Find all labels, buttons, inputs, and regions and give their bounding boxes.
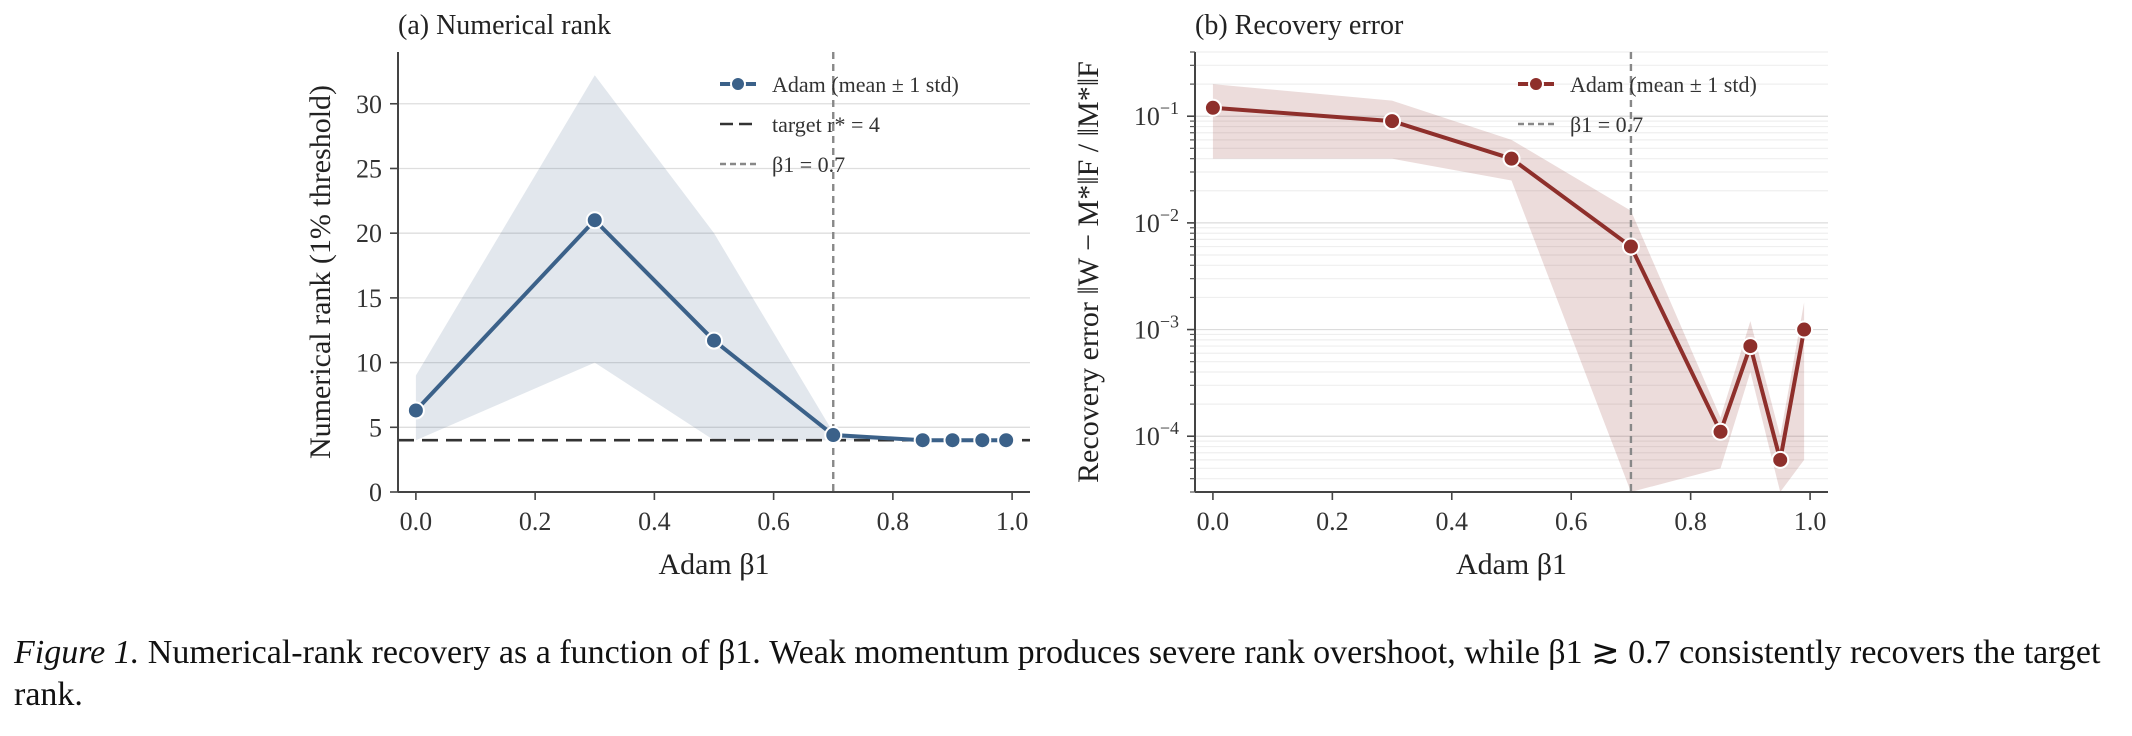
x-tick-label: 0.8 (877, 507, 910, 536)
data-point (943, 431, 962, 450)
y-axis-label: Numerical rank (1% threshold) (304, 85, 337, 459)
y-tick-label: 10 (356, 349, 382, 378)
series-band (415, 75, 1007, 441)
data-point (585, 211, 604, 230)
x-tick-label: 0.6 (757, 507, 790, 536)
x-axis-label: Adam β1 (1456, 548, 1567, 581)
data-point (1711, 422, 1730, 441)
y-tick-label: 15 (356, 284, 382, 313)
series-band (1212, 84, 1805, 492)
data-point (1203, 98, 1222, 117)
data-point (1621, 237, 1640, 256)
data-point (973, 431, 992, 450)
series-line (1212, 105, 1807, 462)
chart-panel-b (1187, 51, 1828, 500)
data-point (997, 431, 1016, 450)
x-tick-label: 0.6 (1555, 507, 1588, 536)
chart-title: (b) Recovery error (1195, 10, 1404, 41)
data-point (1383, 112, 1402, 131)
data-point (824, 426, 843, 445)
legend-label: Adam (mean ± 1 std) (1570, 72, 1757, 97)
chart-title: (a) Numerical rank (398, 10, 611, 41)
x-tick-label: 1.0 (1794, 507, 1827, 536)
x-tick-label: 0.4 (638, 507, 671, 536)
data-point (1771, 450, 1790, 469)
data-point (406, 401, 425, 420)
chart-panel-a (390, 52, 1030, 500)
x-tick-label: 0.2 (519, 507, 552, 536)
x-tick-label: 0.0 (400, 507, 433, 536)
y-tick-label: 5 (369, 413, 382, 442)
y-tick-label: 30 (356, 90, 382, 119)
y-tick-label: 20 (356, 219, 382, 248)
figure-caption: Figure 1. Numerical-rank recovery as a f… (14, 632, 2114, 716)
caption-text: Numerical-rank recovery as a function of… (14, 634, 2101, 713)
data-point (913, 431, 932, 450)
y-tick-label: 10−4 (1134, 418, 1179, 451)
y-tick-label: 10−1 (1134, 98, 1179, 131)
data-point (705, 331, 723, 350)
y-tick-label: 0 (369, 478, 382, 507)
data-point (1795, 320, 1814, 339)
data-point (1502, 149, 1521, 168)
legend-label: Adam (mean ± 1 std) (772, 72, 959, 97)
x-tick-label: 0.8 (1674, 507, 1707, 536)
caption-label: Figure 1. (14, 634, 140, 671)
x-tick-label: 1.0 (996, 507, 1029, 536)
legend-label: β1 = 0.7 (772, 152, 845, 177)
y-tick-label: 10−3 (1134, 312, 1179, 345)
data-point (1741, 337, 1760, 356)
legend-swatch-marker (1528, 76, 1544, 92)
legend-label: β1 = 0.7 (1570, 112, 1643, 137)
figure-canvas: 0.0 0.2 0.4 0.6 0.8 1.0 0 5 10 15 20 25 30 (a) Numeri… (304, 10, 1828, 581)
x-tick-label: 0.0 (1197, 507, 1230, 536)
x-tick-label: 0.4 (1436, 507, 1469, 536)
x-tick-label: 0.2 (1316, 507, 1349, 536)
x-axis-label: Adam β1 (658, 548, 769, 581)
legend-label: target r* = 4 (772, 112, 880, 137)
y-tick-label: 25 (356, 154, 382, 183)
y-axis-label: Recovery error ‖W − M*‖F / ‖M*‖F (1072, 61, 1105, 483)
legend-swatch-marker (730, 76, 746, 92)
y-tick-label: 10−2 (1134, 205, 1179, 238)
